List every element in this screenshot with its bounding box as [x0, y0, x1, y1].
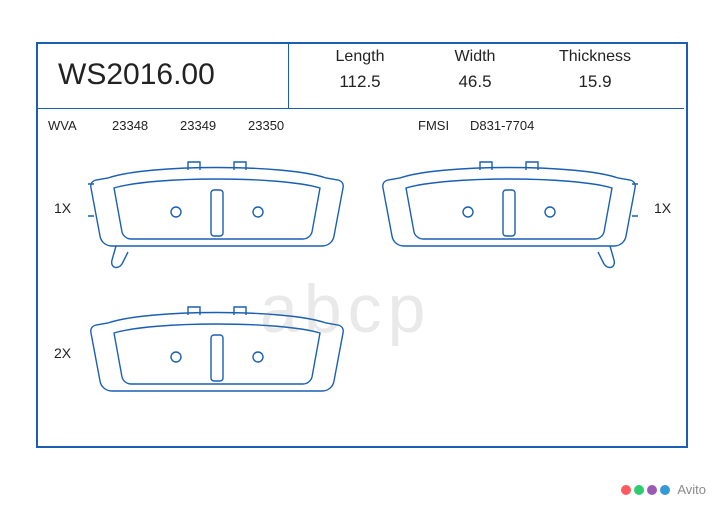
wva-v0: 23348	[112, 118, 148, 133]
pad-bottom-left	[88, 305, 346, 415]
dim-length-value: 112.5	[339, 72, 380, 92]
wva-v1: 23349	[180, 118, 216, 133]
wva-label: WVA	[48, 118, 77, 133]
header-divider	[36, 108, 684, 109]
part-number: WS2016.00	[58, 58, 215, 92]
wva-v2: 23350	[248, 118, 284, 133]
qty-top-right: 1X	[654, 200, 671, 216]
qty-top-left: 1X	[54, 200, 71, 216]
avito-dot-1	[621, 485, 631, 495]
dim-width-label: Width	[455, 48, 496, 66]
avito-mark: Avito	[621, 482, 706, 497]
dim-length: Length 112.5	[300, 48, 420, 92]
dim-length-label: Length	[336, 48, 385, 66]
avito-text: Avito	[677, 482, 706, 497]
avito-dot-3	[647, 485, 657, 495]
dim-thickness-label: Thickness	[559, 48, 631, 66]
fmsi-label: FMSI	[418, 118, 449, 133]
dim-width-value: 46.5	[458, 72, 491, 92]
fmsi-value: D831-7704	[470, 118, 534, 133]
pad-top-left	[88, 160, 346, 280]
qty-bottom-left: 2X	[54, 345, 71, 361]
dim-width: Width 46.5	[420, 48, 530, 92]
dim-thickness: Thickness 15.9	[530, 48, 660, 92]
pad-top-right	[380, 160, 638, 280]
partno-divider	[288, 42, 289, 108]
dim-thickness-value: 15.9	[578, 72, 611, 92]
avito-dot-2	[634, 485, 644, 495]
avito-dot-4	[660, 485, 670, 495]
